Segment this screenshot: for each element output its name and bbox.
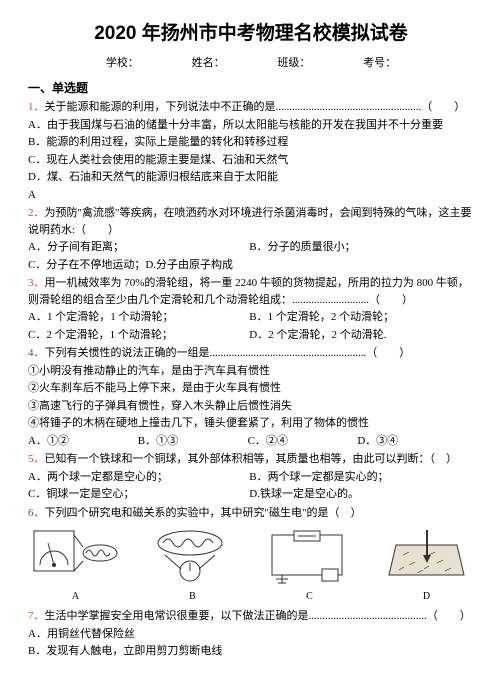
q4-dots: ........................................… (210, 347, 367, 359)
question-5: 5．已知有一个铁球和一个铜球，其外部体积相等，其质量也相等，由此可以判断：（ ） (28, 451, 474, 468)
q4-s2: ②火车刹车后不能马上停下来，是由于火车具有惯性 (28, 380, 474, 397)
q4-stem: 下列有关惯性的说法正确的一组是 (45, 347, 210, 359)
q7-dots: ........................................… (309, 610, 427, 622)
q6-stem: 下列四个研究电和磁关系的实验中，其中研究"磁生电"的是（ ） (45, 507, 362, 519)
q4-options: A．①② B．①③ C．②④ D．③④ (28, 433, 474, 450)
q2-number: 2． (28, 207, 45, 219)
q1-stem: 关于能源和能源的利用，下列说法中不正确的是 (45, 101, 276, 113)
q4-opt-a: A．①② (28, 433, 135, 450)
question-4: 4．下列有关惯性的说法正确的一组是.......................… (28, 345, 474, 362)
meta-school: 学校： (106, 57, 139, 69)
q5-stem: 已知有一个铁球和一个铜球，其外部体积相等，其质量也相等，由此可以判断：（ ） (45, 453, 458, 465)
q6-fig-c-label: C (306, 591, 313, 602)
q6-fig-b: B (145, 525, 240, 604)
question-1: 1．关于能源和能源的利用，下列说法中不正确的是.................… (28, 99, 474, 116)
q1-opt-a: A．由于我国煤与石油的储量十分丰富，所以太阳能与核能的开发在我国并不十分重要 (28, 117, 474, 134)
q6-fig-a: A (28, 525, 123, 604)
q4-number: 4． (28, 347, 45, 359)
q3-opt-b: B．1 个定滑轮，2 个动滑轮； (249, 309, 468, 326)
q3-opt-d: D．2 个定滑轮，2 个动滑轮. (249, 327, 468, 344)
meta-class: 班级： (277, 57, 310, 69)
q6-fig-a-label: A (72, 591, 79, 602)
meta-examno: 考号： (363, 57, 396, 69)
q5-row2: C．铜球一定是空心； D.铁球一定是空心的。 (28, 486, 474, 503)
q5-opt-c: C．铜球一定是空心； (28, 486, 247, 503)
question-3: 3．用一机械效率为 70%的滑轮组，将一重 2240 牛顿的货物提起，所用的拉力… (28, 275, 474, 308)
q4-s3: ③高速飞行的子弹具有惯性，穿入木头静止后惯性消失 (28, 398, 474, 415)
q3-opt-c: C．2 个定滑轮，1 个动滑轮； (28, 327, 247, 344)
question-2: 2．为预防"禽流感"等疾病，在喷洒药水对环境进行杀菌消毒时，会闻到特殊的气味，这… (28, 205, 474, 238)
meta-name: 姓名： (192, 57, 225, 69)
q6-fig-d: D (379, 525, 474, 604)
question-6: 6．下列四个研究电和磁关系的实验中，其中研究"磁生电"的是（ ） (28, 505, 474, 522)
q6-figures: A B C (28, 525, 474, 604)
q2-row1: A．分子间有距离； B．分子的质量很小； (28, 239, 474, 256)
q1-opt-b: B．能源的利用过程，实际上是能量的转化和转移过程 (28, 134, 474, 151)
q4-opt-d: D．③④ (357, 433, 464, 450)
q3-row1: A．1 个定滑轮，1 个动滑轮； B．1 个定滑轮，2 个动滑轮； (28, 309, 474, 326)
q5-opt-a: A．两个球一定都是空心的； (28, 469, 247, 486)
circuit-magnet-icon (262, 525, 357, 587)
q7-number: 7． (28, 610, 45, 622)
meta-row: 学校： 姓名： 班级： 考号： (28, 55, 474, 72)
question-7: 7．生活中学掌握安全用电常识很重要，以下做法正确的是..............… (28, 608, 474, 625)
q2-opt-a: A．分子间有距离； (28, 239, 247, 256)
q6-fig-d-label: D (423, 591, 430, 602)
q7-stem: 生活中学掌握安全用电常识很重要，以下做法正确的是 (45, 610, 309, 622)
q5-number: 5． (28, 453, 45, 465)
page-title: 2020 年扬州市中考物理名校模拟试卷 (28, 20, 474, 49)
q6-fig-c: C (262, 525, 357, 604)
q1-paren: （ ） (421, 101, 465, 113)
q3-paren: （ ） (369, 294, 413, 306)
answer-a-line: A (28, 187, 474, 204)
q5-opt-d: D.铁球一定是空心的。 (249, 486, 468, 503)
q4-opt-b: B．①③ (138, 433, 245, 450)
q7-opt-a: A．用铜丝代替保险丝 (28, 626, 474, 643)
q6-fig-b-label: B (189, 591, 196, 602)
q1-number: 1． (28, 101, 45, 113)
q6-number: 6． (28, 507, 45, 519)
q4-paren: （ ） (366, 347, 410, 359)
q1-opt-c: C．现在人类社会使用的能源主要是煤、石油和天然气 (28, 152, 474, 169)
q3-dots: ............................ (292, 294, 369, 306)
iron-filings-icon (379, 525, 474, 587)
q7-paren: （ ） (427, 610, 471, 622)
q3-number: 3． (28, 277, 45, 289)
section-1-header: 一、单选题 (28, 79, 474, 97)
solenoid-battery-icon (145, 525, 240, 587)
q2-opt-b: B．分子的质量很小； (249, 239, 468, 256)
q5-opt-b: B．两个球一定都是实心的； (249, 469, 468, 486)
q1-dots: ........................................… (276, 101, 422, 113)
galvanometer-coil-icon (28, 525, 123, 587)
q4-opt-c: C．②④ (248, 433, 355, 450)
q4-s4: ④将锤子的木柄在硬地上撞击几下，锤头便套紧了，利用了物体的惯性 (28, 415, 474, 432)
q7-opt-b: B．发现有人触电，立即用剪刀剪断电线 (28, 643, 474, 660)
q2-opt-c: C．分子在不停地运动；D.分子由原子构成 (28, 257, 474, 274)
q4-s1: ①小明没有推动静止的汽车，是由于汽车具有惯性 (28, 363, 474, 380)
q3-opt-a: A．1 个定滑轮，1 个动滑轮； (28, 309, 247, 326)
q1-opt-d: D．煤、石油和天然气的能源归根结底来自于太阳能 (28, 169, 474, 186)
q5-row1: A．两个球一定都是空心的； B．两个球一定都是实心的； (28, 469, 474, 486)
q3-row2: C．2 个定滑轮，1 个动滑轮； D．2 个定滑轮，2 个动滑轮. (28, 327, 474, 344)
q2-stem: 为预防"禽流感"等疾病，在喷洒药水对环境进行杀菌消毒时，会闻到特殊的气味，这主要… (28, 207, 471, 236)
